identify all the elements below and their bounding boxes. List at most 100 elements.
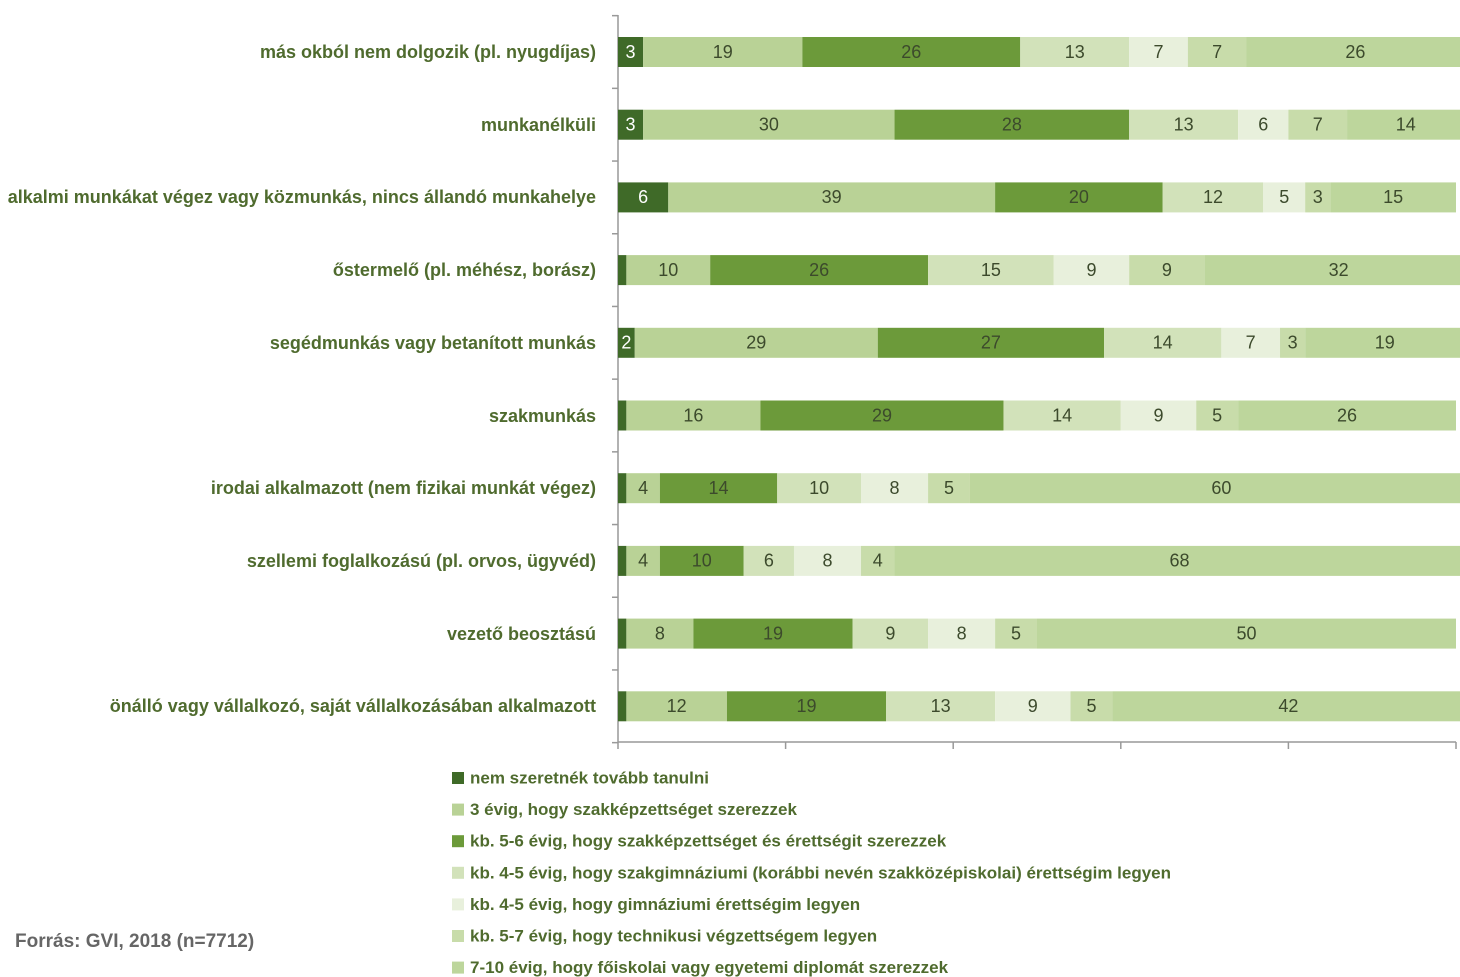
bar-segment [760,400,1004,431]
data-label: 14 [1052,405,1072,425]
bar-segment [852,618,929,649]
bar-segment [626,618,694,649]
bar-segment [861,473,929,504]
legend-swatch [452,866,464,879]
data-label: 5 [1279,187,1289,207]
data-label: 9 [1154,405,1164,425]
data-label: 3 [1288,333,1298,353]
data-label: 19 [713,42,733,62]
data-label: 27 [981,333,1001,353]
data-label: 3 [1313,187,1323,207]
bar-segment [618,255,627,286]
category-label: szellemi foglalkozású (pl. orvos, ügyvéd… [246,550,596,571]
data-label: 26 [809,260,829,280]
legend-swatch [452,898,464,911]
data-label: 5 [1086,696,1096,716]
data-label: 8 [822,551,832,571]
legend-label: kb. 5-7 évig, hogy technikusi végzettség… [470,926,877,945]
bar-segment [1246,37,1460,67]
data-label: 7 [1313,114,1323,134]
legend-label: 3 évig, hogy szakképzettséget szerezzek [470,800,797,819]
data-label: 13 [1065,42,1085,62]
category-label: munkanélküli [480,114,596,135]
data-label: 9 [1086,260,1096,280]
data-label: 3 [626,114,636,134]
bar-segment [659,545,744,576]
data-label: 29 [746,333,766,353]
data-label: 7 [1154,42,1164,62]
bar-segment [618,109,644,140]
bar-segment [877,327,1105,358]
legend-label: 7-10 évig, hogy főiskolai vagy egyetemi … [470,958,949,977]
bar-segment [1187,37,1247,67]
data-label: 2 [621,333,631,353]
bar-segment [1204,255,1460,286]
bar-segment [995,618,1037,649]
data-label: 12 [667,696,687,716]
bar-segment [1238,109,1289,140]
data-label: 30 [759,114,779,134]
data-label: 42 [1278,696,1298,716]
category-label: más okból nem dolgozik (pl. nyugdíjas) [259,42,596,62]
data-label: 26 [1345,42,1365,62]
data-label: 14 [1153,333,1173,353]
bar-segment [726,691,887,722]
data-label: 12 [1203,187,1223,207]
data-label: 6 [1258,114,1268,134]
data-label: 26 [901,42,921,62]
data-label: 4 [638,551,648,571]
legend-swatch [452,930,464,942]
legend-label: kb. 5-6 évig, hogy szakképzettséget és é… [470,832,947,851]
bar-segment [777,473,862,504]
data-label: 14 [1396,114,1416,134]
data-label: 13 [931,696,951,716]
bar-segment [626,400,761,431]
bar-segment [1129,109,1239,140]
data-label: 8 [655,623,665,643]
bar-segment [643,37,803,67]
data-label: 19 [1375,333,1395,353]
data-label: 26 [1337,405,1357,425]
data-label: 7 [1246,333,1256,353]
bar-segment [618,400,627,431]
data-label: 20 [1069,187,1089,207]
data-label: 5 [1212,405,1222,425]
data-label: 10 [658,260,678,280]
data-label: 28 [1002,114,1022,134]
bar-segment [886,691,996,722]
bar-segment [802,37,1021,67]
bar-segment [1020,37,1130,67]
bar-segment [1162,182,1264,213]
data-label: 4 [638,478,648,498]
bar-segment [894,109,1130,140]
data-label: 19 [763,623,783,643]
bar-segment [1347,109,1460,140]
bar-segment [618,327,635,358]
bar-segment [1112,691,1460,722]
category-label: vezető beosztású [446,623,596,644]
bar-segment [1288,109,1348,140]
bar-segment [1280,327,1306,358]
bar-segment [928,618,996,649]
bar-segment [1196,400,1239,431]
bar-segment [1129,37,1188,67]
bar-segment [1104,327,1222,358]
data-label: 10 [692,551,712,571]
bar-segment [1305,182,1331,213]
bar-segment [618,37,644,67]
data-label: 32 [1329,260,1349,280]
data-label: 5 [944,478,954,498]
bar-segment [659,473,778,504]
data-label: 8 [957,623,967,643]
bar-segment [1120,400,1197,431]
data-label: 13 [1174,114,1194,134]
bar-segment [995,691,1071,722]
data-label: 68 [1169,551,1189,571]
bar-segment [861,545,895,576]
bar-segment [710,255,929,286]
bar-segment [1129,255,1205,286]
data-label: 8 [890,478,900,498]
legend-swatch [452,961,464,974]
category-label: irodai alkalmazott (nem fizikai munkát v… [210,478,596,499]
